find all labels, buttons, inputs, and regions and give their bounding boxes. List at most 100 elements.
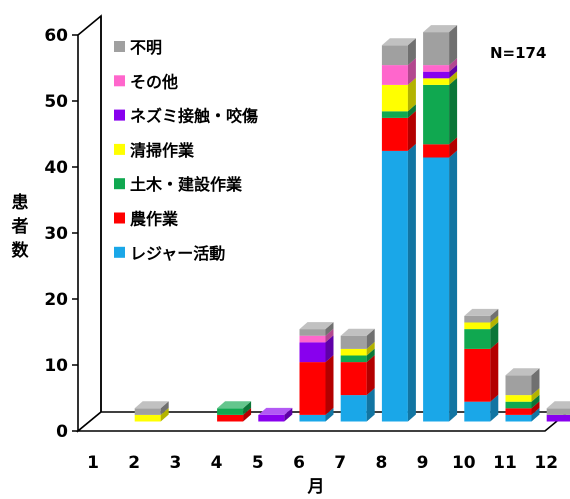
bar-front [299,414,326,422]
bar-segment [423,150,458,422]
y-tick-label: 40 [44,158,68,178]
bar-segment [217,401,252,415]
bar-side [366,328,375,349]
bar-side [531,401,540,415]
bar-front [134,408,161,415]
bar-segment [217,407,252,422]
y-tick-label: 50 [44,92,68,112]
bar-side [243,407,252,422]
bar-front [464,348,491,402]
bar-front [546,414,570,422]
bar-top [423,25,458,33]
bar-side [490,308,499,323]
bar-top [505,368,540,376]
bar-segment [381,110,416,151]
bar-side [449,150,458,422]
left-wall [77,14,102,433]
bar-side [366,348,375,363]
y-tick-labels: 0 10 20 30 40 50 60 [44,26,78,442]
x-tick-label: 3 [169,453,181,473]
legend-swatch [114,178,125,190]
bar-front [217,408,244,415]
bar-front [505,375,532,396]
bar-segment [546,414,570,422]
x-tick-label: 1 [87,453,99,473]
x-tick-label: 8 [375,453,387,473]
y-tick-label: 30 [44,224,68,244]
x-tick-label: 9 [417,453,429,473]
bar-front [299,335,326,343]
bar-segment [258,407,293,422]
bar-front [505,401,532,409]
x-tick-label: 11 [493,453,517,473]
sample-size-annotation: N=174 [490,44,546,62]
bar-front [423,84,450,145]
bar-top [381,38,416,46]
y-tick-label: 60 [44,26,68,46]
bar-side [407,77,416,112]
legend-label: 土木・建設作業 [130,175,243,194]
bar-segment [505,394,540,409]
bar-side [284,407,293,422]
bar-segment [340,355,375,396]
bar-segment [423,58,458,72]
bar-front [505,414,532,422]
bar-side [531,368,540,396]
bar-side [366,388,375,422]
legend-label: 清掃作業 [130,141,195,160]
bar-front [340,355,367,363]
bar-front [423,32,450,66]
bar-side [449,71,458,85]
bar-segment [299,355,334,415]
bar-front [423,65,450,72]
bar-segment [299,322,334,336]
x-tick-label: 4 [211,453,223,473]
y-axis-title: 患者数 [11,193,30,261]
legend-label: レジャー活動 [130,244,225,263]
bar-front [505,408,532,415]
legend-label: 農作業 [130,210,179,229]
legend-item: その他 [114,72,178,91]
legend-item: 農作業 [114,210,179,229]
legend-swatch [114,143,125,155]
bar-side [531,388,540,402]
bar-side [490,394,499,422]
bar-segment [546,408,570,415]
legend-item: 清掃作業 [114,141,195,160]
bar-segment [423,25,458,66]
bar-front [464,401,491,422]
bar-top [258,407,293,415]
bar-front [381,111,408,118]
bar-side [407,110,416,151]
bar-top [546,401,570,409]
bar-side [490,341,499,402]
bar-segment [423,77,458,145]
legend-swatch [114,212,125,224]
bar-side [160,401,169,415]
bar-front [464,322,491,330]
bar-segment [299,335,334,363]
legend-item: 不明 [114,38,162,57]
bar-segment [464,341,499,402]
bar-segment [381,77,416,112]
bar-side [490,315,499,330]
bars-layer [134,25,570,422]
bar-side [366,355,375,396]
bar-segment [134,401,169,415]
bar-side [407,143,416,422]
bar-front [134,414,161,422]
bar-front [381,45,408,66]
bar-side [325,355,334,415]
bar-segment [505,368,540,396]
y-tick-label: 20 [44,290,68,310]
legend-label: 不明 [130,38,162,57]
bar-top [464,308,499,316]
bar-front [340,335,367,349]
x-axis-title: 月 [307,477,325,497]
bar-segment [423,64,458,79]
bar-front [217,414,244,422]
bar-side [407,58,416,85]
bar-front [423,157,450,422]
y-tick-label: 10 [44,356,68,376]
